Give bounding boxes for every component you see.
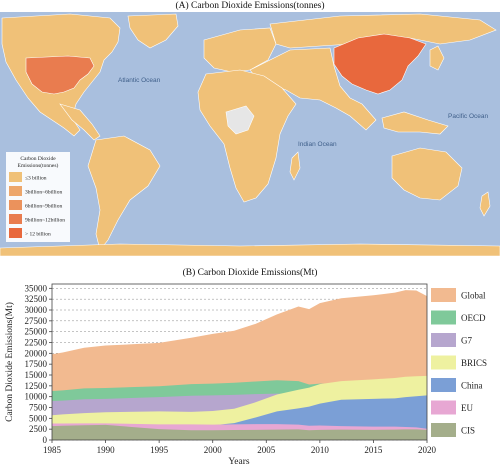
legend-label-china: China	[461, 381, 483, 391]
land-south-america	[87, 135, 161, 251]
map-legend-box	[6, 152, 70, 242]
series-areas	[52, 290, 427, 440]
y-tick-label: 7500	[29, 403, 48, 413]
area-chart: 0250050007500100001250015000175002000022…	[4, 283, 487, 467]
chart-title: (B) Carbon Dioxide Emissions(Mt)	[183, 267, 318, 278]
y-tick-label: 30000	[25, 305, 48, 315]
land-greenland	[127, 13, 179, 49]
land-australia	[391, 147, 463, 201]
map-legend-swatch	[9, 228, 22, 238]
chart-legend: Global OECD G7 BRICS China EU CIS	[431, 288, 487, 437]
y-ticks: 0250050007500100001250015000175002000022…	[25, 283, 52, 445]
y-tick-label: 17500	[25, 359, 48, 369]
x-tick-label: 1990	[97, 445, 116, 455]
land-southeast-asia	[381, 111, 449, 135]
area-cis	[52, 424, 427, 440]
x-tick-label: 2010	[311, 445, 330, 455]
y-tick-label: 27500	[25, 316, 48, 326]
legend-swatch-eu	[431, 400, 456, 415]
y-tick-label: 5000	[29, 413, 48, 423]
map-legend-label: > 12 billion	[25, 232, 51, 238]
map-legend-swatch	[9, 186, 22, 196]
x-axis-title: Years	[228, 457, 250, 467]
x-tick-label: 2020	[418, 445, 437, 455]
legend-swatch-oecd	[431, 310, 456, 325]
y-tick-label: 22500	[25, 338, 48, 348]
x-ticks: 1985 1990 1995 2000 2005 2010 2015 2020	[43, 440, 437, 455]
y-tick-label: 10000	[25, 392, 48, 402]
x-tick-label: 1995	[150, 445, 169, 455]
y-axis-title: Carbon Dioxide Emissions(Mt)	[4, 302, 15, 422]
y-tick-label: 0	[43, 435, 48, 445]
legend-label-cis: CIS	[461, 426, 475, 436]
x-tick-label: 2005	[257, 445, 276, 455]
land-nodata	[225, 105, 255, 135]
land-antarctica	[0, 243, 500, 257]
map-legend-swatch	[9, 172, 22, 182]
legend-swatch-g7	[431, 333, 456, 347]
legend-label-eu: EU	[461, 403, 473, 413]
legend-swatch-brics	[431, 355, 456, 370]
world-map: Atlantic Ocean Indian Ocean Pacific Ocea…	[0, 12, 500, 257]
legend-swatch-cis	[431, 423, 456, 437]
land-africa	[197, 69, 297, 203]
map-legend-label: ≤3 billion	[25, 176, 47, 182]
map-legend-label: 6billion~9billion	[25, 204, 62, 210]
land-madagascar	[289, 151, 301, 181]
y-tick-label: 35000	[25, 283, 48, 293]
land-central-america	[59, 103, 101, 141]
plot-frame	[51, 283, 428, 441]
y-tick-label: 25000	[25, 327, 48, 337]
x-tick-label: 1985	[43, 445, 62, 455]
land-japan	[429, 45, 445, 71]
map-legend-title-line2: Emissions(tonnes)	[18, 162, 59, 169]
land-russia	[269, 13, 497, 49]
legend-label-g7: G7	[461, 336, 472, 346]
map-legend-swatch	[9, 214, 22, 224]
map-title: (A) Carbon Dioxide Emissions(tonnes)	[175, 0, 324, 11]
x-tick-label: 2000	[204, 445, 223, 455]
map-legend-swatch	[9, 200, 22, 210]
map-legend-label: 9billion~12billion	[25, 218, 65, 224]
ocean-label-pacific: Pacific Ocean	[448, 113, 488, 120]
ocean-label-atlantic: Atlantic Ocean	[118, 77, 161, 84]
y-tick-label: 12500	[25, 381, 48, 391]
map-legend-label: 3billion~6billion	[25, 190, 62, 196]
map-legend-title-line1: Carbon Dioxide	[20, 156, 56, 162]
land-new-zealand	[479, 191, 491, 217]
legend-swatch-global	[431, 288, 456, 302]
y-tick-label: 15000	[25, 370, 48, 380]
legend-swatch-china	[431, 378, 456, 392]
legend-label-global: Global	[461, 291, 486, 301]
legend-label-oecd: OECD	[461, 313, 486, 323]
ocean-label-indian: Indian Ocean	[298, 141, 337, 148]
land-china	[333, 33, 427, 95]
y-tick-label: 32500	[25, 294, 48, 304]
y-tick-label: 20000	[25, 348, 48, 358]
land-europe	[203, 27, 277, 73]
y-tick-label: 2500	[29, 424, 48, 434]
x-tick-label: 2015	[364, 445, 383, 455]
map-legend: Carbon Dioxide Emissions(tonnes) ≤3 bill…	[6, 152, 70, 242]
land-usa	[25, 55, 95, 95]
legend-label-brics: BRICS	[461, 358, 487, 368]
